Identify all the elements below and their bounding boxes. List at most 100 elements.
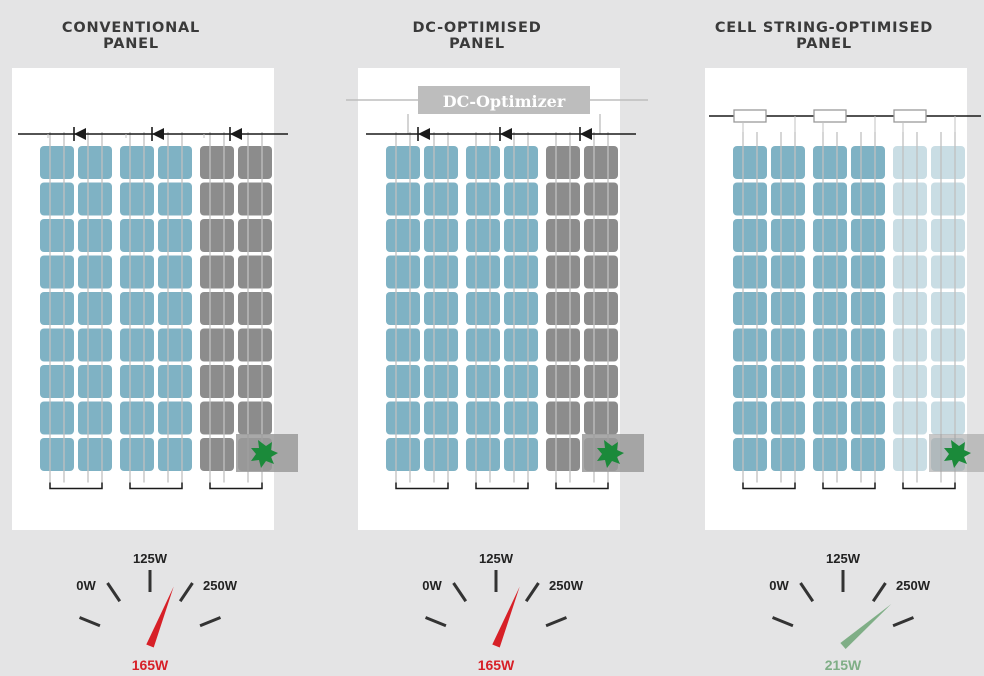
solar-cell <box>504 146 538 179</box>
solar-cell <box>851 365 885 398</box>
solar-cell <box>771 255 805 289</box>
solar-cell <box>158 255 192 289</box>
bottom-connector <box>555 482 609 490</box>
solar-cell <box>504 401 538 435</box>
bypass-diode-icon <box>418 128 430 140</box>
solar-cell <box>120 182 154 216</box>
solar-cell <box>931 401 965 435</box>
solar-cell <box>40 182 74 216</box>
solar-cell <box>158 328 192 362</box>
power-gauge: 0W 125W 250W 165W <box>422 551 583 673</box>
gauge-min-label: 0W <box>76 578 96 593</box>
bottom-connector <box>475 482 529 490</box>
solar-cell <box>78 255 112 289</box>
solar-cell <box>386 182 420 216</box>
solar-cell <box>466 365 500 398</box>
solar-cell <box>386 438 420 471</box>
solar-cell <box>851 438 885 471</box>
solar-cell <box>771 365 805 398</box>
solar-cell <box>851 328 885 362</box>
solar-cell <box>546 255 580 289</box>
solar-cell <box>893 401 927 435</box>
solar-cell <box>813 182 847 216</box>
solar-cell <box>504 328 538 362</box>
dc-optimizer-label: DC-Optimizer <box>443 92 566 111</box>
solar-cell <box>466 328 500 362</box>
solar-cell <box>893 438 927 471</box>
solar-cell <box>546 146 580 179</box>
solar-cell <box>931 328 965 362</box>
solar-cell <box>386 328 420 362</box>
solar-cell <box>40 328 74 362</box>
solar-cell <box>200 365 234 398</box>
solar-cell <box>546 438 580 471</box>
solar-cell <box>931 255 965 289</box>
panel-title-line2: PANEL <box>449 36 505 52</box>
solar-cell <box>40 146 74 179</box>
bottom-connector <box>902 482 956 490</box>
solar-cell <box>893 219 927 252</box>
solar-cell <box>771 219 805 252</box>
panel-title-line1: CELL STRING-OPTIMISED <box>714 20 934 36</box>
solar-cell <box>733 292 767 325</box>
bottom-connector <box>742 482 796 490</box>
solar-cell <box>733 438 767 471</box>
solar-cell <box>733 219 767 252</box>
panel-title: CELL STRING-OPTIMISED PANEL <box>693 20 955 52</box>
solar-cell <box>238 146 272 179</box>
solar-cell <box>386 292 420 325</box>
solar-cell <box>40 219 74 252</box>
solar-cell <box>504 365 538 398</box>
solar-cell <box>466 255 500 289</box>
solar-cell <box>813 401 847 435</box>
solar-cell <box>78 401 112 435</box>
solar-cell <box>733 365 767 398</box>
solar-cell <box>584 182 618 216</box>
solar-cell <box>424 365 458 398</box>
solar-cell <box>584 219 618 252</box>
solar-panel-card: DC-Optimizer <box>346 68 648 530</box>
solar-cell <box>813 292 847 325</box>
solar-cell <box>40 255 74 289</box>
panel-title-line1: CONVENTIONAL <box>61 20 201 36</box>
solar-cell <box>733 182 767 216</box>
solar-cell <box>893 182 927 216</box>
conventional-panel-column: CONVENTIONAL PANEL 0W 125W 250W 165W <box>0 0 298 673</box>
gauge-mid-label: 125W <box>479 551 514 566</box>
solar-cell <box>851 255 885 289</box>
solar-cell <box>78 146 112 179</box>
gauge-value-label: 215W <box>825 657 862 673</box>
solar-cell <box>424 328 458 362</box>
solar-cell <box>584 146 618 179</box>
gauge-tick <box>771 616 794 628</box>
solar-cell <box>78 182 112 216</box>
solar-cell <box>158 401 192 435</box>
solar-cell <box>813 365 847 398</box>
panel-title: DC-OPTIMISED PANEL <box>346 20 608 52</box>
panel-title: CONVENTIONAL PANEL <box>0 20 262 52</box>
solar-cell <box>424 401 458 435</box>
leaf-icon <box>597 440 624 468</box>
solar-cell <box>120 146 154 179</box>
solar-cell <box>424 438 458 471</box>
solar-cell <box>158 292 192 325</box>
gauge-tick <box>524 582 540 603</box>
solar-cell <box>584 365 618 398</box>
solar-cell <box>546 401 580 435</box>
solar-panel-drawing <box>709 109 984 490</box>
bottom-connector <box>822 482 876 490</box>
gauge-tick <box>178 582 194 603</box>
solar-cell <box>78 438 112 471</box>
string-optimizer-box <box>893 109 927 123</box>
solar-cell <box>584 328 618 362</box>
solar-cell <box>771 146 805 179</box>
solar-cell <box>893 328 927 362</box>
solar-cell <box>78 219 112 252</box>
solar-cell <box>424 255 458 289</box>
solar-cell <box>424 182 458 216</box>
gauge-needle <box>146 586 174 648</box>
solar-cell <box>386 146 420 179</box>
solar-cell <box>546 328 580 362</box>
solar-cell <box>466 146 500 179</box>
gauge-tick <box>545 616 568 628</box>
